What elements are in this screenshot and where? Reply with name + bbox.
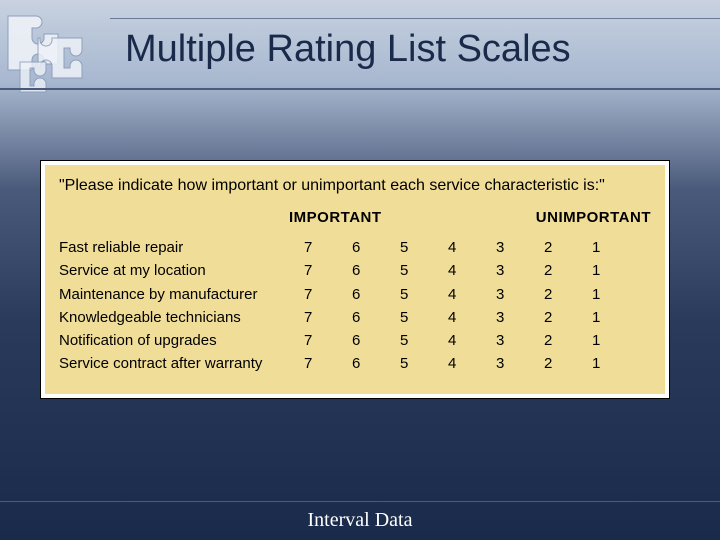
rating-scale-value[interactable]: 1 xyxy=(592,329,640,352)
rating-scale-value[interactable]: 6 xyxy=(352,259,400,282)
rating-scale-value[interactable]: 4 xyxy=(448,259,496,282)
rating-scale-value[interactable]: 5 xyxy=(400,329,448,352)
rating-scale-value[interactable]: 4 xyxy=(448,236,496,259)
rating-row: Service contract after warranty7654321 xyxy=(59,352,651,375)
rating-rows: Fast reliable repair7654321Service at my… xyxy=(59,236,651,376)
rating-item-label: Knowledgeable technicians xyxy=(59,306,284,329)
rating-scale-value[interactable]: 3 xyxy=(496,352,544,375)
rating-item-label: Notification of upgrades xyxy=(59,329,284,352)
scale-header: IMPORTANT UNIMPORTANT xyxy=(59,209,651,226)
rating-scale-value[interactable]: 7 xyxy=(304,283,352,306)
rating-scale-values: 7654321 xyxy=(284,236,651,259)
rating-scale-value[interactable]: 2 xyxy=(544,283,592,306)
rating-scale-value[interactable]: 5 xyxy=(400,283,448,306)
rating-scale-value[interactable]: 6 xyxy=(352,329,400,352)
rating-scale-values: 7654321 xyxy=(284,283,651,306)
rating-scale-values: 7654321 xyxy=(284,352,651,375)
rating-scale-value[interactable]: 5 xyxy=(400,236,448,259)
rating-row: Fast reliable repair7654321 xyxy=(59,236,651,259)
rating-scale-value[interactable]: 1 xyxy=(592,306,640,329)
rating-scale-value[interactable]: 4 xyxy=(448,283,496,306)
rating-item-label: Maintenance by manufacturer xyxy=(59,283,284,306)
rating-panel: "Please indicate how important or unimpo… xyxy=(45,165,665,394)
rating-scale-values: 7654321 xyxy=(284,259,651,282)
rating-scale-value[interactable]: 3 xyxy=(496,283,544,306)
rating-scale-value[interactable]: 7 xyxy=(304,236,352,259)
footer-rule xyxy=(0,501,720,502)
title-container: Multiple Rating List Scales xyxy=(125,28,700,71)
rating-row: Service at my location7654321 xyxy=(59,259,651,282)
rating-scale-value[interactable]: 5 xyxy=(400,352,448,375)
rating-scale-value[interactable]: 2 xyxy=(544,352,592,375)
rating-scale-value[interactable]: 7 xyxy=(304,352,352,375)
scale-header-important: IMPORTANT xyxy=(279,209,521,226)
rating-item-label: Service at my location xyxy=(59,259,284,282)
header-rule-top xyxy=(110,18,720,19)
header-rule-bottom xyxy=(0,88,720,90)
rating-scale-value[interactable]: 5 xyxy=(400,259,448,282)
rating-scale-value[interactable]: 2 xyxy=(544,306,592,329)
puzzle-decoration xyxy=(0,0,110,110)
rating-scale-value[interactable]: 7 xyxy=(304,329,352,352)
scale-header-spacer xyxy=(59,209,279,226)
rating-scale-value[interactable]: 6 xyxy=(352,306,400,329)
rating-scale-value[interactable]: 6 xyxy=(352,283,400,306)
rating-scale-value[interactable]: 3 xyxy=(496,259,544,282)
page-title: Multiple Rating List Scales xyxy=(125,28,700,71)
rating-scale-value[interactable]: 6 xyxy=(352,236,400,259)
slide-body: "Please indicate how important or unimpo… xyxy=(0,110,720,540)
rating-scale-value[interactable]: 3 xyxy=(496,306,544,329)
rating-scale-value[interactable]: 6 xyxy=(352,352,400,375)
rating-row: Notification of upgrades7654321 xyxy=(59,329,651,352)
scale-header-unimportant: UNIMPORTANT xyxy=(521,209,651,226)
rating-scale-value[interactable]: 5 xyxy=(400,306,448,329)
rating-panel-outer: "Please indicate how important or unimpo… xyxy=(40,160,670,399)
rating-scale-value[interactable]: 1 xyxy=(592,236,640,259)
rating-scale-value[interactable]: 7 xyxy=(304,259,352,282)
rating-row: Maintenance by manufacturer7654321 xyxy=(59,283,651,306)
rating-scale-value[interactable]: 1 xyxy=(592,352,640,375)
rating-row: Knowledgeable technicians7654321 xyxy=(59,306,651,329)
rating-scale-value[interactable]: 3 xyxy=(496,329,544,352)
rating-scale-value[interactable]: 4 xyxy=(448,329,496,352)
rating-scale-values: 7654321 xyxy=(284,329,651,352)
rating-scale-value[interactable]: 1 xyxy=(592,259,640,282)
rating-scale-value[interactable]: 2 xyxy=(544,236,592,259)
rating-scale-value[interactable]: 4 xyxy=(448,352,496,375)
rating-scale-values: 7654321 xyxy=(284,306,651,329)
rating-prompt: "Please indicate how important or unimpo… xyxy=(59,177,651,195)
rating-item-label: Fast reliable repair xyxy=(59,236,284,259)
rating-scale-value[interactable]: 1 xyxy=(592,283,640,306)
rating-item-label: Service contract after warranty xyxy=(59,352,284,375)
rating-scale-value[interactable]: 2 xyxy=(544,329,592,352)
rating-scale-value[interactable]: 2 xyxy=(544,259,592,282)
rating-scale-value[interactable]: 7 xyxy=(304,306,352,329)
footer-label: Interval Data xyxy=(0,509,720,532)
rating-scale-value[interactable]: 4 xyxy=(448,306,496,329)
rating-scale-value[interactable]: 3 xyxy=(496,236,544,259)
